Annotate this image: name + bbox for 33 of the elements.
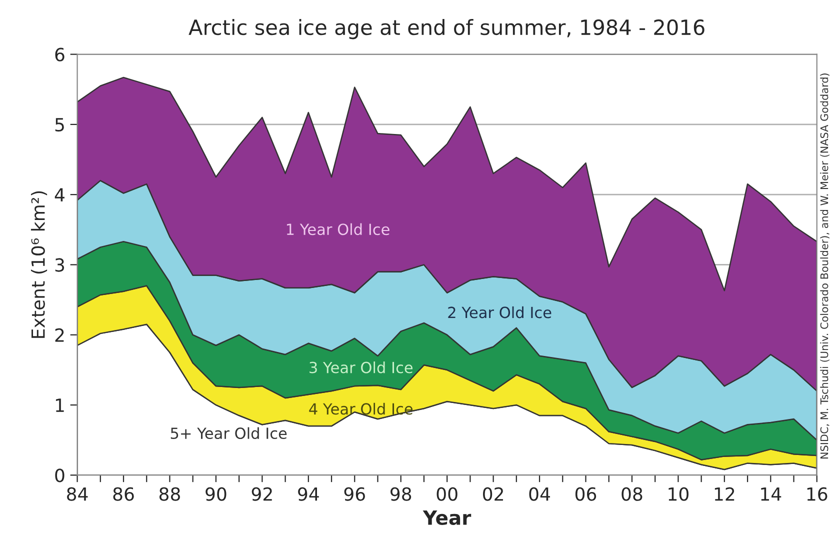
x-tick-label: 16 — [807, 487, 828, 501]
y-tick-label: 3 — [55, 258, 64, 272]
y-tick-label: 0 — [55, 468, 64, 482]
x-tick-label: 08 — [622, 487, 642, 501]
y-tick-label: 1 — [56, 398, 64, 412]
x-tick-label: 90 — [206, 487, 226, 501]
x-tick-label: 04 — [529, 487, 550, 501]
y-axis-title: Extent (10⁶ km²) — [30, 191, 48, 338]
x-tick-label: 86 — [113, 487, 134, 501]
x-tick-label: 98 — [390, 487, 412, 501]
series-label: 5+ Year Old Ice — [170, 427, 287, 440]
x-tick-label: 14 — [761, 487, 782, 501]
x-tick-label: 10 — [668, 487, 688, 501]
y-tick-label: 2 — [55, 328, 64, 342]
x-tick-label: 02 — [483, 487, 503, 501]
x-tick-label: 00 — [436, 487, 458, 501]
x-axis-title: Year — [422, 510, 472, 526]
chart-title: Arctic sea ice age at end of summer, 1984 - 2016 — [188, 19, 704, 40]
series-label: 4 Year Old Ice — [309, 402, 413, 415]
x-tick-label: 88 — [159, 487, 180, 501]
x-tick-label: 94 — [298, 487, 319, 501]
y-tick-label: 5 — [55, 118, 64, 132]
series-label: 3 Year Old Ice — [310, 361, 413, 374]
x-tick-label: 92 — [252, 487, 272, 501]
x-tick-label: 12 — [714, 487, 734, 501]
text: NSIDC, M. Tschudi (Univ. Colorado Boulder), and W. Meier (NASA Goddard) — [820, 74, 830, 458]
series-label: 2 Year Old Ice — [448, 306, 552, 318]
x-tick-label: 84 — [67, 487, 88, 501]
series-label: 1 Year Old Ice — [286, 223, 390, 236]
x-tick-label: 06 — [575, 487, 596, 501]
y-tick-label: 4 — [54, 188, 64, 202]
y-tick-label: 6 — [55, 48, 64, 62]
x-tick-label: 96 — [344, 487, 365, 501]
